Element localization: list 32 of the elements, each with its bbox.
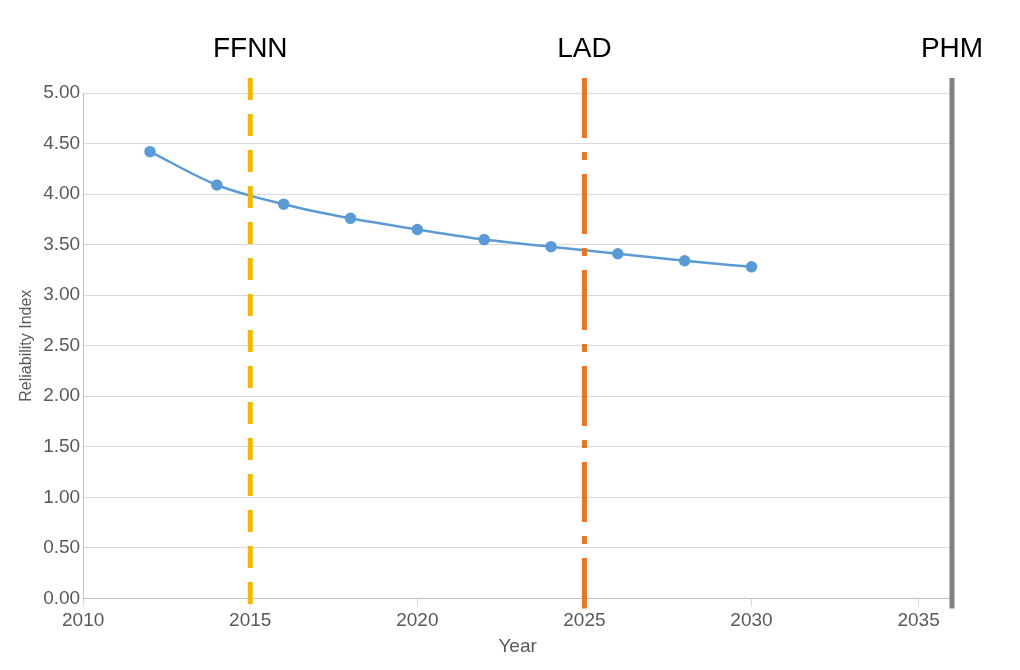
ref-line-label: PHM [920,31,984,63]
point [612,247,624,260]
x-tick-label: 2010 [62,609,105,631]
y-tick-label: 2.00 [43,384,81,406]
y-tick-label: 0.50 [43,536,81,558]
y-tick-label: 2.50 [43,333,81,355]
y-tick-label: 0.00 [43,586,81,608]
x-tick-label: 2030 [730,609,773,631]
y-tick-label: 5.00 [43,81,81,103]
point [478,233,490,246]
x-axis-title: Year [498,634,538,656]
y-axis-title: Reliability Index [17,289,35,402]
y-tick-label: 4.00 [43,182,81,204]
y-tick-label: 1.50 [43,435,81,457]
y-tick-label: 3.50 [43,232,81,254]
point [277,198,290,210]
y-tick-label: 1.00 [43,485,81,507]
y-tick-label: 3.00 [43,283,81,305]
y-tick-label: 4.50 [43,131,81,153]
point [344,212,357,225]
ref-line-label: FFNN [212,31,288,63]
x-tick-label: 2035 [897,609,940,631]
x-tick-label: 2020 [396,609,439,631]
point [411,223,424,236]
point [678,255,691,267]
x-tick-label: 2025 [563,609,606,631]
x-tick-label: 2015 [229,609,272,631]
point [545,240,557,253]
point [745,261,758,273]
ref-line-label: LAD [557,31,612,63]
point [211,179,223,191]
point [144,145,156,158]
